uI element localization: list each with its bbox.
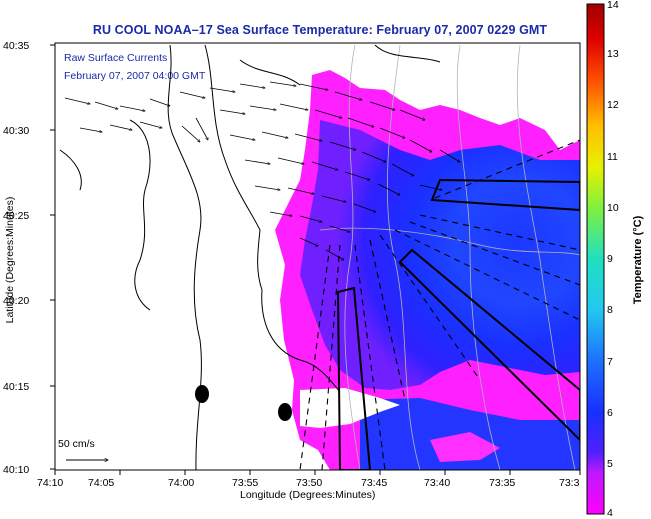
axis-ticks: [50, 44, 581, 475]
y-tick-label: 40:35: [3, 40, 30, 52]
x-tick-label: 73:45: [361, 477, 388, 489]
colorbar: [586, 3, 605, 515]
colorbar-tick-label: 9: [607, 253, 613, 265]
colorbar-tick-label: 11: [607, 151, 618, 163]
y-tick-label: 40:10: [3, 464, 30, 476]
x-tick-label: 73:35: [489, 477, 516, 489]
inset-label-line1: Raw Surface Currents: [64, 52, 168, 64]
x-tick-label: 73:55: [232, 477, 259, 489]
radar-site-marker: [195, 385, 209, 403]
x-tick-label: 73:3: [559, 477, 580, 489]
dashed-survey-lines: [299, 139, 580, 470]
coastline: [59, 44, 441, 470]
colorbar-tick-label: 6: [607, 407, 613, 419]
radar-site-marker: [278, 403, 292, 421]
y-tick-label: 40:15: [3, 381, 30, 393]
y-tick-label: 40:25: [3, 210, 30, 222]
scale-arrow-label: 50 cm/s: [58, 438, 95, 450]
x-tick-label: 74:10: [37, 477, 64, 489]
y-tick-label: 40:20: [3, 295, 30, 307]
current-vectors: [64, 81, 460, 260]
x-tick-label: 73:50: [296, 477, 323, 489]
x-tick-label: 74:05: [88, 477, 115, 489]
map-title: RU COOL NOAA–17 Sea Surface Temperature:…: [92, 23, 548, 37]
x-axis-label: Longitude (Degrees:Minutes): [240, 489, 376, 501]
y-tick-label: 40:30: [3, 125, 30, 137]
bathymetry-contours: [319, 44, 580, 470]
plot-frame: [54, 42, 581, 471]
sst-blue-region: [300, 120, 580, 390]
x-tick-label: 74:00: [168, 477, 195, 489]
colorbar-tick-label: 10: [607, 202, 619, 214]
colorbar-tick-label: 8: [607, 304, 613, 316]
colorbar-tick-label: 12: [607, 99, 619, 111]
transect-boxes: [336, 178, 580, 470]
colorbar-tick-label: 14: [607, 0, 619, 11]
colorbar-tick-label: 13: [607, 48, 619, 60]
x-tick-label: 73:40: [424, 477, 451, 489]
colorbar-tick-label: 7: [607, 356, 613, 368]
colorbar-tick-label: 5: [607, 458, 613, 470]
colorbar-tick-label: 4: [607, 507, 613, 519]
